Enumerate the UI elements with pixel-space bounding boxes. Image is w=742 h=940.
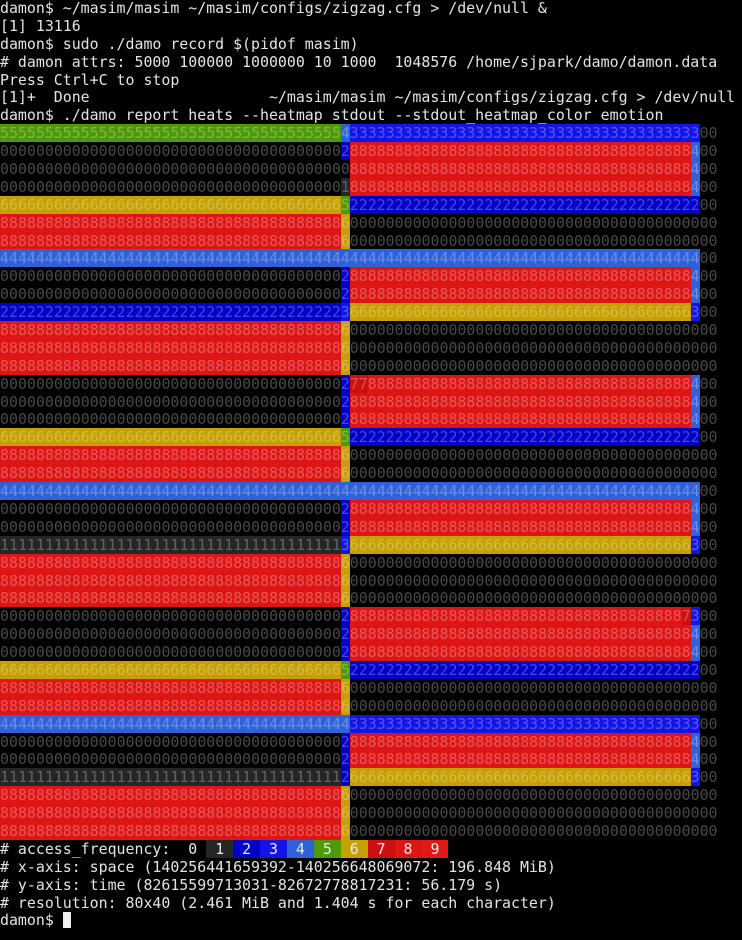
heatmap-row: 1111111111111111111111111111111111111126… <box>0 768 718 787</box>
legend-swatch: 9 <box>421 839 449 858</box>
output-line: damon$ ~/masim/masim ~/masim/configs/zig… <box>0 0 547 17</box>
prompt: damon$ <box>0 911 54 930</box>
legend-level: 4 <box>295 839 305 858</box>
heatmap-row: 1111111111111111111111111111111111111136… <box>0 535 718 554</box>
output-line: damon$ ./damo report heats --heatmap std… <box>0 106 664 125</box>
heatmap-row: 0000000000000000000000000000000000000008… <box>0 160 718 179</box>
heatmap-row: 0000000000000000000000000000000000000028… <box>0 643 718 662</box>
heatmap-row: 8888888888888888888888888888888888888860… <box>0 821 718 840</box>
heatmap-row: 6666666666666666666666666666666666666652… <box>0 195 718 214</box>
legend-swatch: 1 <box>206 839 234 858</box>
heatmap-row: 8888888888888888888888888888888888888860… <box>0 213 718 232</box>
heatmap-row: 8888888888888888888888888888888888888860… <box>0 553 718 572</box>
legend-level: 8 <box>403 839 413 858</box>
heatmap-row: 0000000000000000000000000000000000000028… <box>0 607 718 626</box>
heatmap-row: 8888888888888888888888888888888888888860… <box>0 589 718 608</box>
heatmap-row: 6666666666666666666666666666666666666652… <box>0 660 718 679</box>
output-line: [1] 13116 <box>0 16 81 35</box>
legend-swatch: 4 <box>286 839 314 858</box>
legend-label: # access_frequency: <box>0 839 171 858</box>
legend-level: 3 <box>269 839 278 858</box>
legend-swatch: 0 <box>179 839 207 858</box>
heatmap-row: 8888888888888888888888888888888888888860… <box>0 338 718 357</box>
legend-swatch: 8 <box>394 839 422 858</box>
heatmap-row: 8888888888888888888888888888888888888860… <box>0 464 718 483</box>
legend-level: 1 <box>215 839 225 858</box>
heatmap-row: 0000000000000000000000000000000000000028… <box>0 517 718 536</box>
output-line: # x-axis: space (140256441659392-1402566… <box>0 857 556 876</box>
heatmap: 5555555555555555555555555555555555555543… <box>0 124 742 841</box>
output-line: [1]+ Done ~/masim/masim ~/masim/configs/… <box>0 88 736 107</box>
output-line: # y-axis: time (82615599713031-826727788… <box>0 875 503 894</box>
heatmap-row: 0000000000000000000000000000000000000028… <box>0 392 718 411</box>
legend-level: 6 <box>349 839 359 858</box>
legend-swatch: 2 <box>233 839 261 858</box>
legend-swatch: 3 <box>260 839 287 858</box>
output-line: damon$ sudo ./damo record $(pidof masim) <box>0 34 359 53</box>
output-top: damon$ ~/masim/masim ~/masim/configs/zig… <box>0 0 742 125</box>
heatmap-row: 4444444444444444444444444444444444444444… <box>0 249 718 268</box>
legend-line: # access_frequency: 0 1 2 3 4 5 6 7 8 9 <box>0 839 742 859</box>
legend-swatch: 6 <box>340 839 368 858</box>
heatmap-row: 0000000000000000000000000000000000000028… <box>0 625 718 644</box>
heatmap-row: 0000000000000000000000000000000000000028… <box>0 410 718 429</box>
legend-level: 9 <box>430 839 440 858</box>
heatmap-row: 0000000000000000000000000000000000000028… <box>0 499 718 518</box>
heatmap-row: 8888888888888888888888888888888888888860… <box>0 804 718 823</box>
heatmap-row: 8888888888888888888888888888888888888860… <box>0 356 718 375</box>
legend-level: 7 <box>376 839 386 858</box>
heatmap-row: 4444444444444444444444444444444444444443… <box>0 714 718 733</box>
heatmap-row: 8888888888888888888888888888888888888860… <box>0 786 718 805</box>
cursor <box>62 912 71 929</box>
heatmap-row: 0000000000000000000000000000000000000028… <box>0 142 718 161</box>
output-line: # resolution: 80x40 (2.461 MiB and 1.404… <box>0 893 556 912</box>
output-line: # damon attrs: 5000 100000 1000000 10 10… <box>0 52 718 71</box>
prompt-line: damon$ <box>0 911 742 930</box>
heatmap-row: 5555555555555555555555555555555555555543… <box>0 124 718 143</box>
heatmap-row: 8888888888888888888888888888888888888860… <box>0 696 718 715</box>
heatmap-row: 0000000000000000000000000000000000000028… <box>0 285 718 304</box>
output-line: Press Ctrl+C to stop <box>0 70 180 89</box>
heatmap-row: 0000000000000000000000000000000000000018… <box>0 177 718 196</box>
heatmap-row: 2222222222222222222222222222222222222236… <box>0 303 718 322</box>
legend-level: 5 <box>322 839 332 858</box>
legend-level: 0 <box>188 839 198 858</box>
heatmap-row: 4444444444444444444444444444444444444444… <box>0 482 718 501</box>
legend-swatch: 5 <box>313 839 341 858</box>
output-bottom: # x-axis: space (140256441659392-1402566… <box>0 857 742 913</box>
heatmap-row: 0000000000000000000000000000000000000028… <box>0 267 718 286</box>
heatmap-row: 8888888888888888888888888888888888888860… <box>0 321 718 340</box>
heatmap-row: 6666666666666666666666666666666666666652… <box>0 428 718 447</box>
legend-swatch: 7 <box>367 839 395 858</box>
heatmap-row: 8888888888888888888888888888888888888860… <box>0 678 718 697</box>
heatmap-row: 8888888888888888888888888888888888888860… <box>0 446 718 465</box>
heatmap-row: 8888888888888888888888888888888888888860… <box>0 571 718 590</box>
heatmap-row: 8888888888888888888888888888888888888860… <box>0 231 718 250</box>
heatmap-row: 0000000000000000000000000000000000000028… <box>0 750 718 769</box>
heatmap-row: 0000000000000000000000000000000000000028… <box>0 732 718 751</box>
legend-level: 2 <box>242 839 252 858</box>
heatmap-row: 0000000000000000000000000000000000000027… <box>0 374 718 393</box>
